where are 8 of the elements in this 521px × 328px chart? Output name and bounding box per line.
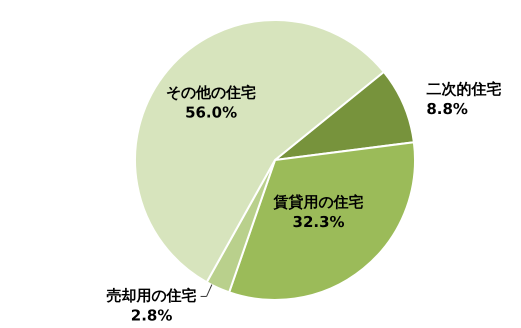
data-label: 56.0% [185, 103, 238, 122]
data-label: 32.3% [292, 212, 345, 231]
slice-label: 二次的住宅 [426, 80, 502, 98]
slice-label: 賃貸用の住宅 [272, 192, 364, 211]
slice-label: 売却用の住宅 [106, 286, 197, 304]
slice-label: その他の住宅 [166, 83, 256, 102]
data-label: 2.8% [130, 306, 172, 324]
data-label: 8.8% [426, 100, 468, 118]
